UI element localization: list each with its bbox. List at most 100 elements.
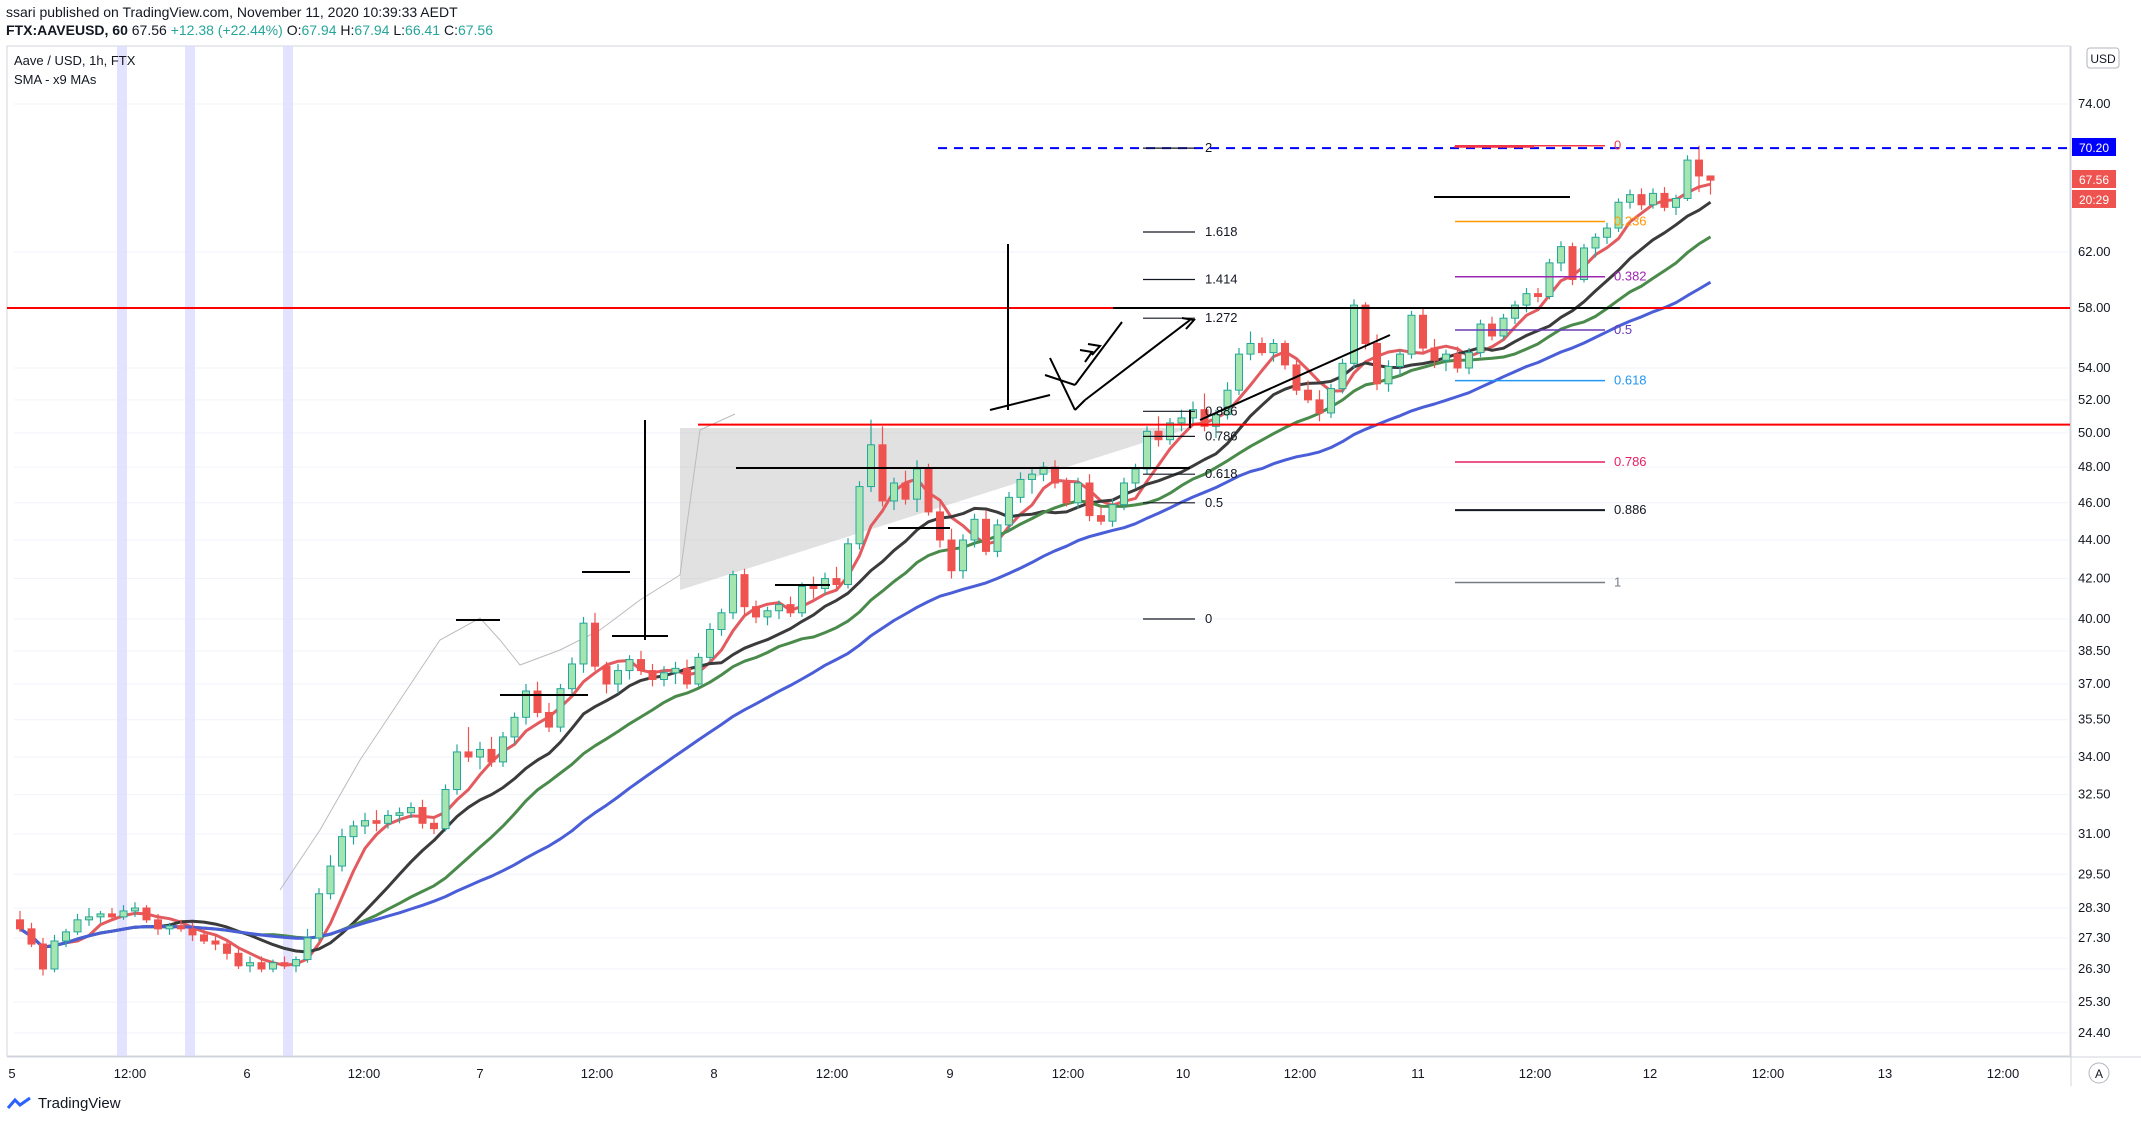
last-price: 67.56 (131, 22, 167, 38)
fib-left-label: 1.272 (1205, 310, 1238, 325)
candle-body (1016, 478, 1025, 498)
candle-body (1442, 353, 1450, 361)
candle-body (1568, 246, 1577, 281)
candle-body (1028, 473, 1036, 480)
y-tick-label: 26.30 (2078, 961, 2111, 976)
candle-body (1465, 352, 1473, 369)
candle-body (671, 667, 680, 674)
candle-body (1074, 482, 1082, 504)
candle-body (384, 814, 392, 824)
candle-body (959, 539, 967, 572)
legend-title: Aave / USD, 1h, FTX (14, 53, 136, 68)
publish-info: ssari published on TradingView.com, Nove… (6, 4, 458, 20)
candle-body (361, 820, 369, 827)
candle-body (1212, 414, 1220, 427)
low-value: 66.41 (405, 22, 441, 38)
x-tick-label: 11 (1411, 1066, 1425, 1081)
candle-body (1545, 262, 1554, 297)
candle-body (1338, 362, 1347, 390)
price-tag-label: 20:29 (2079, 193, 2109, 207)
x-tick-label: 9 (946, 1066, 953, 1081)
y-tick-label: 28.30 (2078, 900, 2111, 915)
candle-body (970, 518, 979, 541)
currency-box[interactable]: USD (2086, 47, 2120, 69)
candle-body (1281, 342, 1289, 366)
session-breaks (117, 46, 293, 1056)
candle-body (660, 672, 668, 681)
fib-right-label: 0.5 (1614, 322, 1632, 337)
price-scale[interactable] (2071, 46, 2141, 1056)
x-tick-label: 12:00 (1519, 1066, 1552, 1081)
candle-body (200, 934, 208, 942)
legend-indicator: SMA - x9 MAs (14, 72, 97, 87)
auto-scale-button[interactable]: A (2088, 1062, 2110, 1084)
arrow-head-icon (1181, 317, 1196, 330)
candle-body (1453, 353, 1462, 369)
fib-right-label: 0.786 (1614, 454, 1647, 469)
chart-pane[interactable] (6, 45, 2071, 1057)
candle-body (372, 820, 381, 824)
candle-body (1522, 293, 1531, 306)
candle-body (269, 962, 277, 970)
candle-body (602, 665, 611, 685)
candle-body (1108, 504, 1117, 522)
gridlines (14, 103, 2070, 1034)
trend-segment (1074, 321, 1123, 386)
brand-name: TradingView (38, 1095, 121, 1112)
candle-body (775, 604, 783, 612)
candle-body (108, 913, 116, 918)
candle-body (1683, 159, 1692, 199)
candle-body (1511, 304, 1519, 319)
candle-body (476, 748, 484, 758)
candle-body (1269, 342, 1278, 354)
candle-body (1361, 304, 1370, 344)
session-band-2 (283, 46, 293, 1056)
candle-body (1304, 389, 1312, 401)
price-tag-bg (2072, 190, 2116, 208)
candle-body (510, 716, 519, 738)
candle-body (73, 919, 82, 933)
candle-body (1603, 227, 1611, 238)
candle-body (890, 482, 898, 502)
publish-header: ssari published on TradingView.com, Nove… (6, 3, 493, 39)
candle-body (223, 943, 231, 954)
x-tick-label: 12 (1643, 1066, 1657, 1081)
candle-body (246, 962, 254, 967)
zigzag-path (279, 413, 736, 891)
tradingview-logo-icon (6, 1096, 31, 1109)
y-tick-label: 48.00 (2078, 459, 2111, 474)
candle-body (625, 659, 634, 672)
x-tick-label: 10 (1176, 1066, 1190, 1081)
candle-body (591, 622, 599, 667)
fib-right-label: 0.382 (1614, 269, 1647, 284)
candle-body (177, 925, 185, 930)
time-scale[interactable] (7, 1057, 2070, 1087)
x-tick-label: 12:00 (1284, 1066, 1317, 1081)
y-tick-label: 42.00 (2078, 571, 2111, 586)
candle-body (740, 574, 749, 608)
candle-body (407, 807, 415, 814)
candle-body (1695, 159, 1703, 177)
fib-right-label: 0 (1614, 138, 1621, 153)
trend-drawings (456, 146, 1620, 696)
trend-segment (1049, 357, 1076, 411)
low-label: L: (393, 22, 406, 38)
ma-mid-line (19, 200, 1712, 954)
y-tick-label: 44.00 (2078, 532, 2111, 547)
currency-label: USD (2090, 52, 2116, 66)
candle-body (694, 656, 703, 685)
candle-body (338, 836, 346, 867)
candle-body (936, 511, 944, 541)
candle-body (1223, 389, 1232, 416)
candle-body (1235, 353, 1243, 391)
moving-averages (19, 182, 1712, 967)
trend-segment (1084, 319, 1191, 401)
candle-body (1407, 314, 1416, 355)
y-tick-label: 27.30 (2078, 930, 2111, 945)
y-tick-label: 24.40 (2078, 1025, 2111, 1040)
candle-body (1062, 482, 1071, 504)
ma-long-line (19, 280, 1712, 949)
y-tick-label: 31.00 (2078, 826, 2111, 841)
candle-body (1085, 482, 1094, 517)
